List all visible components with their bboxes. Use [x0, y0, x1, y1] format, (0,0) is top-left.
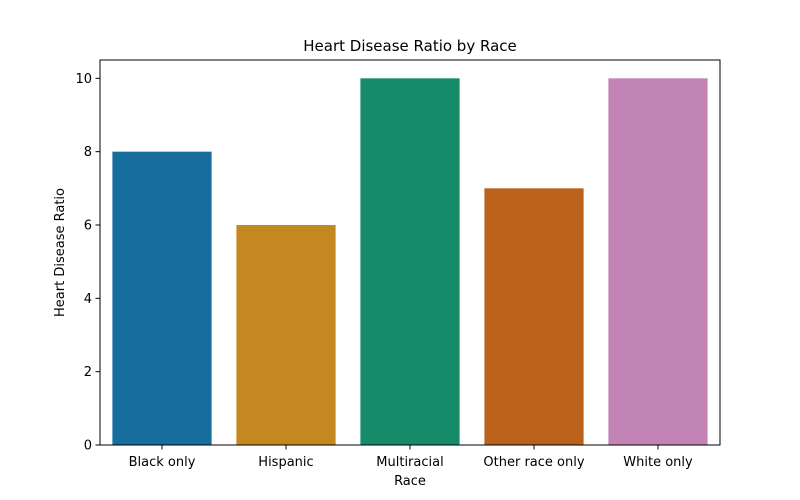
- bar-1: [236, 225, 336, 445]
- y-axis-label: Heart Disease Ratio: [53, 188, 68, 317]
- x-tick-label: Black only: [129, 455, 196, 470]
- x-tick-label: Multiracial: [376, 455, 443, 470]
- bar-3: [484, 188, 584, 446]
- y-tick-label: 10: [75, 72, 92, 87]
- y-tick-label: 4: [84, 292, 92, 307]
- bars-group: [112, 78, 708, 446]
- chart-title: Heart Disease Ratio by Race: [303, 37, 517, 55]
- bar-2: [360, 78, 460, 445]
- y-tick-label: 8: [84, 145, 92, 160]
- y-tick-label: 6: [84, 219, 92, 234]
- y-axis: 0 2 4 6 8 10: [75, 72, 100, 454]
- plot-frame: [99, 59, 721, 446]
- bar-4: [608, 78, 708, 445]
- x-tick-label: Hispanic: [258, 455, 313, 470]
- x-tick-label: White only: [623, 455, 693, 470]
- bar-0: [112, 151, 212, 445]
- x-tick-label: Other race only: [483, 455, 584, 470]
- x-axis-label: Race: [394, 474, 426, 489]
- x-axis: Black only Hispanic Multiracial Other race …: [129, 445, 693, 470]
- y-tick-label: 0: [84, 439, 92, 454]
- y-tick-label: 2: [84, 365, 92, 380]
